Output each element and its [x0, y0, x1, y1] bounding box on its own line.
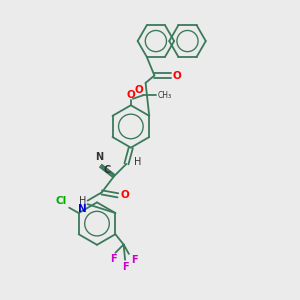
Text: O: O	[135, 85, 143, 95]
Text: F: F	[131, 254, 138, 265]
Text: H: H	[79, 196, 86, 206]
Text: H: H	[134, 158, 141, 167]
Text: O: O	[127, 90, 135, 100]
Text: O: O	[173, 70, 182, 80]
Text: C: C	[103, 165, 110, 175]
Text: CH₃: CH₃	[158, 91, 172, 100]
Text: Cl: Cl	[55, 196, 66, 206]
Text: F: F	[122, 262, 128, 272]
Text: F: F	[110, 254, 117, 264]
Text: N: N	[95, 152, 104, 162]
Text: N: N	[78, 204, 86, 214]
Text: O: O	[120, 190, 129, 200]
